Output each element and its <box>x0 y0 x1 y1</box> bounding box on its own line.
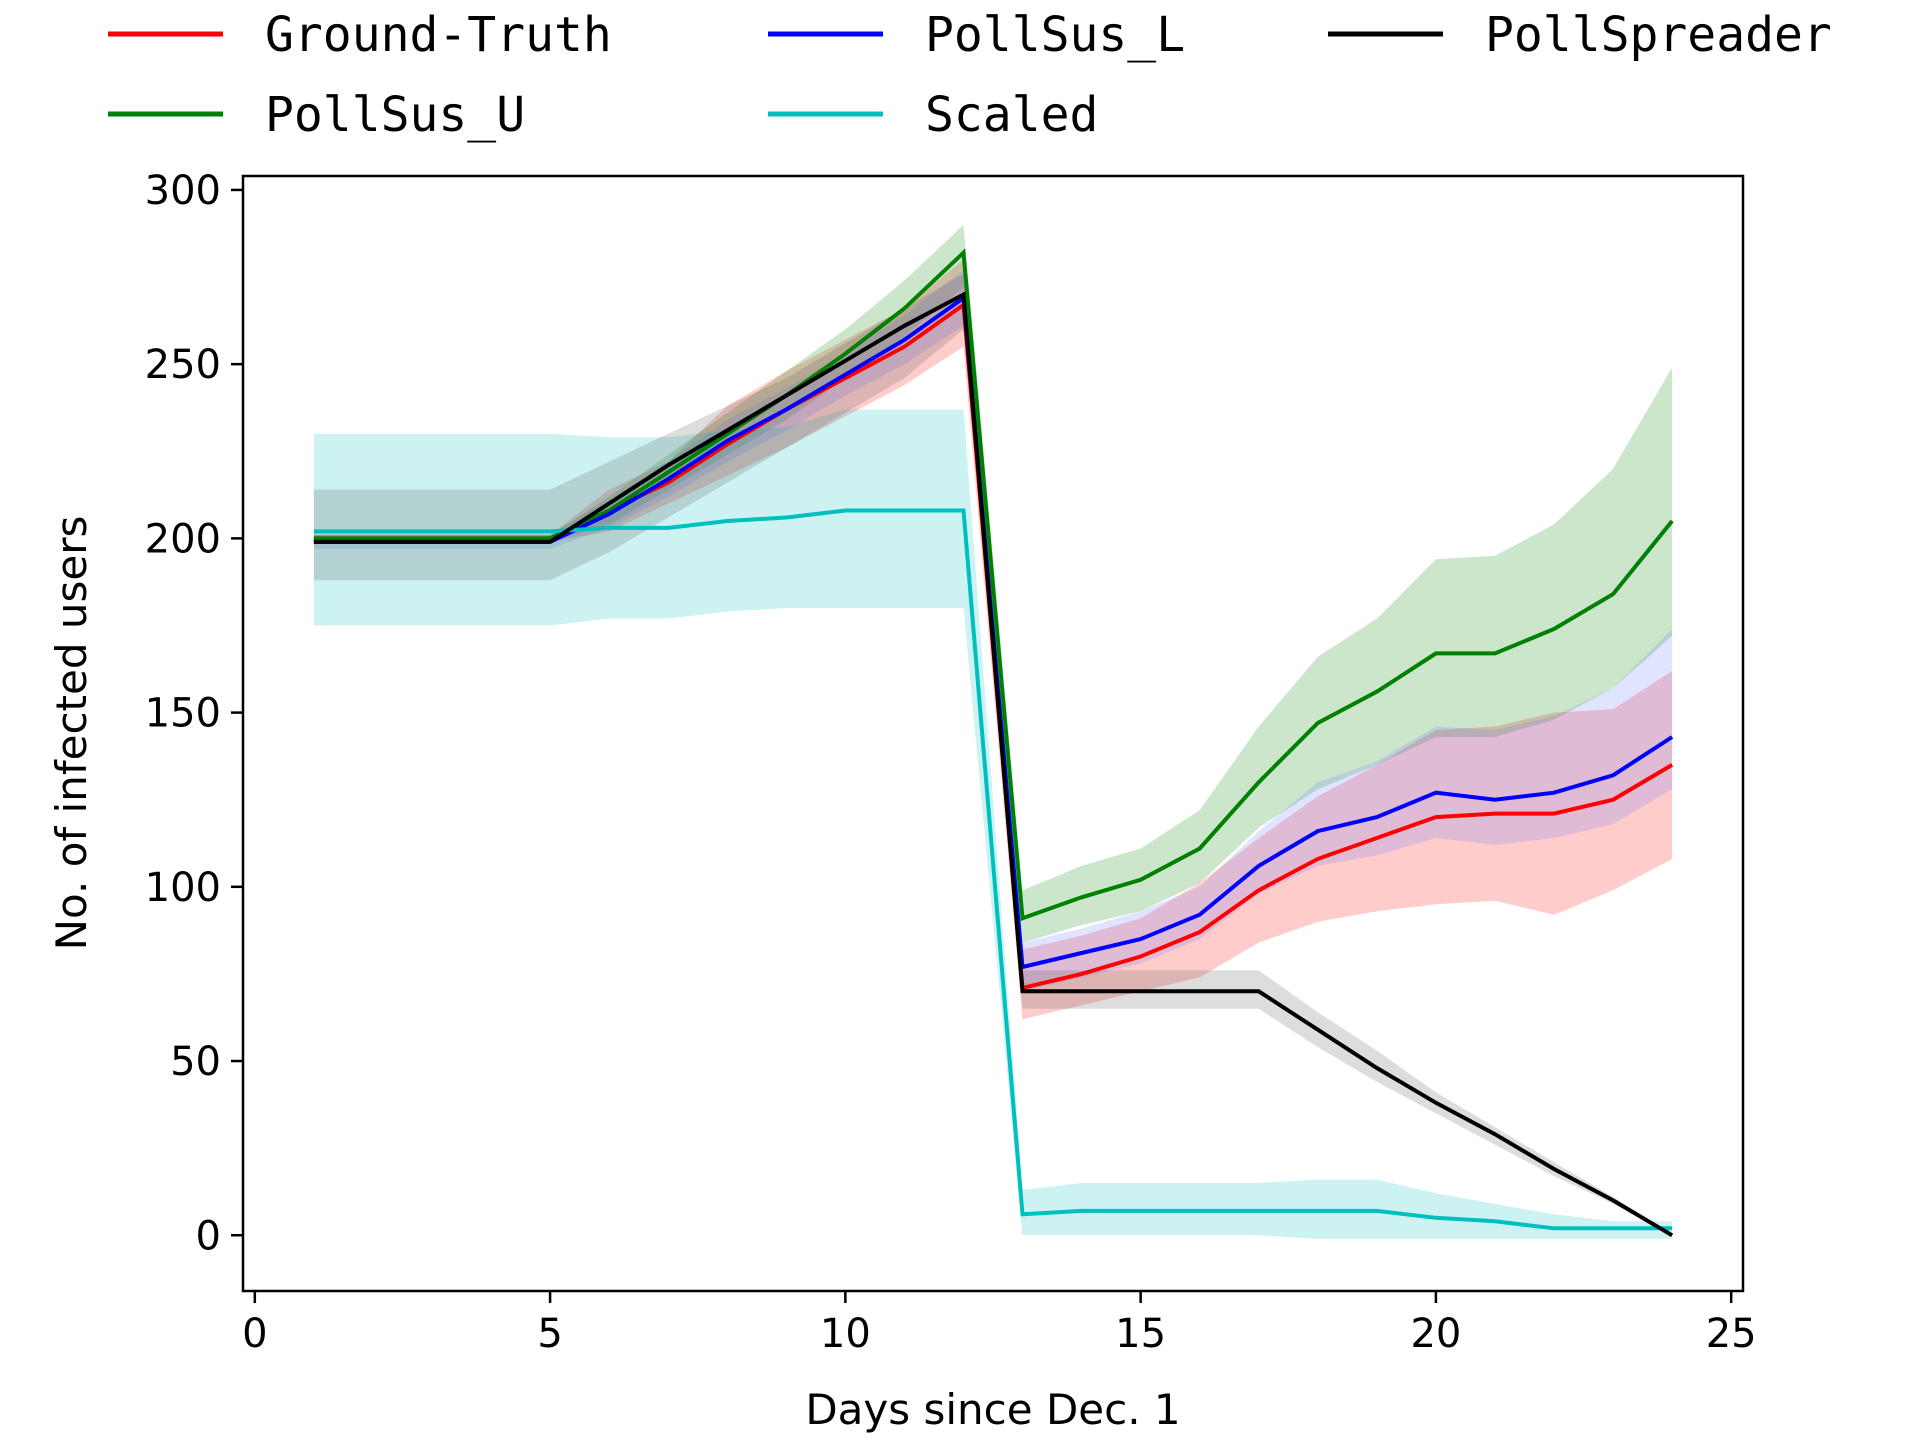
y-tick-label: 200 <box>145 516 221 562</box>
x-tick-label: 25 <box>1706 1311 1757 1357</box>
legend-entry-pollsus-u: PollSus_U <box>108 87 525 143</box>
legend-entry-pollspreader: PollSpreader <box>1328 7 1832 63</box>
legend-label: PollSpreader <box>1485 7 1832 63</box>
legend-label: Ground-Truth <box>265 7 612 63</box>
legend-entry-pollsus-l: PollSus_L <box>768 7 1185 63</box>
y-tick-label: 0 <box>196 1213 221 1259</box>
y-axis-ticks: 0 50 100 150 200 250 300 <box>145 168 243 1259</box>
y-tick-label: 150 <box>145 691 221 737</box>
line-scaled <box>313 508 1673 1231</box>
x-tick-label: 5 <box>537 1311 562 1357</box>
band-pollspreader <box>313 273 1673 1236</box>
line-pollspreader <box>313 291 1674 1238</box>
legend-label: PollSus_U <box>265 87 525 143</box>
line-pollsus-u <box>313 248 1674 921</box>
x-tick-label: 0 <box>242 1311 267 1357</box>
band-scaled <box>313 409 1673 1239</box>
legend-label: PollSus_L <box>925 7 1185 63</box>
legend: Ground-Truth PollSus_U PollSus_L Scaled Poll… <box>108 7 1832 143</box>
x-axis-ticks: 0 5 10 15 20 25 <box>242 1291 1757 1357</box>
y-tick-label: 300 <box>145 168 221 214</box>
legend-entry-scaled: Scaled <box>768 87 1098 143</box>
y-tick-label: 50 <box>170 1039 221 1085</box>
plot-frame <box>241 174 1745 1293</box>
series-lines <box>313 248 1674 1238</box>
x-axis-title: Days since Dec. 1 <box>805 1385 1180 1434</box>
y-tick-label: 250 <box>145 342 221 388</box>
x-tick-label: 15 <box>1115 1311 1166 1357</box>
legend-label: Scaled <box>925 87 1098 143</box>
x-tick-label: 20 <box>1410 1311 1461 1357</box>
legend-entry-ground-truth: Ground-Truth <box>108 7 612 63</box>
x-tick-label: 10 <box>820 1311 871 1357</box>
y-tick-label: 100 <box>145 865 221 911</box>
y-axis-title: No. of infected users <box>47 516 96 951</box>
confidence-bands <box>313 224 1673 1239</box>
